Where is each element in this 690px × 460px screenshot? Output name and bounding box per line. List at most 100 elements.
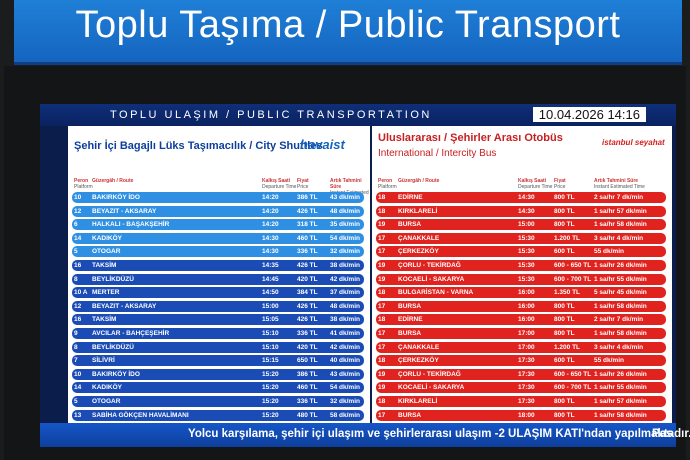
column-header: Güzergâh / Route bbox=[398, 178, 439, 184]
board-header: TOPLU ULAŞIM / PUBLIC TRANSPORTATION 10.… bbox=[40, 104, 676, 126]
departure-time: 16:00 bbox=[518, 289, 535, 297]
price: 800 TL bbox=[554, 302, 575, 310]
price: 318 TL bbox=[297, 221, 318, 229]
sign-title: Toplu Taşıma / Public Transport bbox=[75, 4, 621, 46]
price: 600 - 700 TL bbox=[554, 384, 592, 392]
column-header-tr: Güzergâh / Route bbox=[398, 178, 440, 184]
panel-title: Uluslararası / Şehirler Arası Otobüs bbox=[378, 132, 563, 144]
platform: 5 bbox=[74, 248, 78, 256]
platform: 14 bbox=[74, 384, 82, 392]
estimated-time: 1 sa/hr 55 dk/min bbox=[594, 275, 647, 283]
route: OTOGAR bbox=[92, 248, 121, 256]
route: TAKSİM bbox=[92, 316, 117, 324]
departure-row: 18 KIRKLARELİ 14:30 800 TL 1 sa/hr 57 dk/min bbox=[376, 205, 666, 217]
estimated-time: 43 dk/min bbox=[330, 370, 360, 378]
departure-time: 15:05 bbox=[262, 316, 279, 324]
estimated-time: 43 dk/min bbox=[330, 194, 360, 201]
price: 800 TL bbox=[554, 316, 575, 324]
route: ÇORLU - TEKİRDAĞ bbox=[398, 370, 461, 378]
departure-row: 5 OTOGAR 15:20 336 TL 32 dk/min bbox=[72, 396, 364, 407]
estimated-time: 2 sa/hr 7 dk/min bbox=[594, 316, 644, 324]
route: BAKIRKÖY İDO bbox=[92, 370, 140, 378]
platform: 18 bbox=[378, 207, 386, 215]
city-shuttles-panel: Şehir İçi Bagajlı Lüks Taşımacılık / Cit… bbox=[68, 126, 370, 423]
departure-row: 12 BEYAZIT - AKSARAY 14:20 426 TL 48 dk/min bbox=[72, 205, 364, 217]
route: ÇANAKKALE bbox=[398, 343, 440, 351]
platform: 13 bbox=[74, 411, 82, 419]
platform: 17 bbox=[378, 343, 386, 351]
platform: 19 bbox=[378, 384, 386, 392]
column-header-tr: Peron bbox=[74, 178, 89, 184]
estimated-time: 40 dk/min bbox=[330, 357, 360, 365]
logo: havaist bbox=[300, 137, 345, 152]
route: MERTER bbox=[92, 289, 120, 297]
estimated-time: 38 dk/min bbox=[330, 316, 360, 324]
platform: 17 bbox=[378, 234, 386, 242]
estimated-time: 2 sa/hr 7 dk/min bbox=[594, 194, 644, 201]
estimated-time: 1 sa/hr 26 dk/min bbox=[594, 370, 647, 378]
departure-row: 18 ÇERKEZKÖY 17:30 600 TL 55 dk/min bbox=[376, 355, 666, 367]
column-header-tr: Güzergâh / Route bbox=[92, 178, 134, 184]
estimated-time: 1 sa/hr 57 dk/min bbox=[594, 398, 647, 405]
route: KOCAELİ - SAKARYA bbox=[398, 384, 465, 392]
departure-row: 10 A MERTER 14:50 384 TL 37 dk/min bbox=[72, 287, 364, 299]
estimated-time: 1 sa/hr 58 dk/min bbox=[594, 411, 647, 419]
ticker: Yolcu karşılama, şehir içi ulaşım ve şeh… bbox=[40, 423, 690, 447]
platform: 17 bbox=[378, 248, 386, 256]
departure-time: 14:30 bbox=[262, 234, 279, 242]
departure-time: 15:15 bbox=[262, 357, 279, 365]
price: 426 TL bbox=[297, 262, 318, 269]
route: BURSA bbox=[398, 330, 422, 337]
price: 386 TL bbox=[297, 370, 318, 378]
platform: 7 bbox=[74, 357, 78, 365]
ticker-text: Yolcu karşılama, şehir içi ulaşım ve şeh… bbox=[188, 428, 690, 440]
departure-row: 17 ÇANAKKALE 15:30 1.200 TL 3 sa/hr 4 dk/min bbox=[376, 232, 666, 244]
platform: 16 bbox=[74, 316, 82, 324]
departure-row: 9 AVCILAR - BAHÇEŞEHİR 15:10 336 TL 41 dk/mi… bbox=[72, 328, 364, 339]
departure-time: 15:30 bbox=[518, 275, 535, 283]
route: BEYAZIT - AKSARAY bbox=[92, 302, 157, 310]
route: SABİHA GÖKÇEN HAVALİMANI bbox=[92, 411, 189, 419]
departure-row: 6 HALKALI - BAŞAKŞEHİR 14:20 318 TL 35 dk/mi… bbox=[72, 219, 364, 231]
departure-time: 15:20 bbox=[262, 398, 279, 405]
column-header-en: Departure Time bbox=[518, 184, 553, 190]
price: 426 TL bbox=[297, 207, 318, 215]
panel-subtitle: International / Intercity Bus bbox=[378, 148, 497, 159]
estimated-time: 55 dk/min bbox=[594, 248, 624, 256]
estimated-time: 54 dk/min bbox=[330, 384, 360, 392]
platform: 18 bbox=[378, 289, 386, 297]
departure-row: 17 BURSA 16:00 800 TL 1 sa/hr 58 dk/min bbox=[376, 300, 666, 312]
route: OTOGAR bbox=[92, 398, 121, 405]
departure-row: 10 BAKIRKÖY İDO 15:20 386 TL 43 dk/min bbox=[72, 368, 364, 380]
platform: 19 bbox=[378, 221, 386, 229]
route: KOCAELİ - SAKARYA bbox=[398, 275, 465, 283]
estimated-time: 42 dk/min bbox=[330, 275, 360, 283]
estimated-time: 1 sa/hr 55 dk/min bbox=[594, 384, 647, 392]
estimated-time: 38 dk/min bbox=[330, 262, 360, 269]
departure-row: 19 KOCAELİ - SAKARYA 17:30 600 - 700 TL 1 sa… bbox=[376, 382, 666, 394]
platform: 10 bbox=[74, 370, 82, 378]
route: HALKALI - BAŞAKŞEHİR bbox=[92, 221, 170, 229]
price: 426 TL bbox=[297, 316, 318, 324]
departure-time: 17:30 bbox=[518, 398, 535, 405]
departure-time: 14:45 bbox=[262, 275, 279, 283]
departure-row: 18 EDİRNE 14:30 800 TL 2 sa/hr 7 dk/min bbox=[376, 192, 666, 203]
route: KIRKLARELİ bbox=[398, 398, 438, 405]
price: 800 TL bbox=[554, 221, 575, 229]
column-header-tr: Fiyat bbox=[554, 178, 566, 184]
route: BEYAZIT - AKSARAY bbox=[92, 207, 157, 215]
price: 600 TL bbox=[554, 357, 575, 365]
overhead-sign: Toplu Taşıma / Public Transport bbox=[14, 0, 682, 65]
estimated-time: 42 dk/min bbox=[330, 343, 360, 351]
estimated-time: 54 dk/min bbox=[330, 234, 360, 242]
column-header: Fiyat Price bbox=[554, 178, 566, 190]
ticker-text: Pas bbox=[652, 428, 673, 440]
departure-time: 15:20 bbox=[262, 411, 279, 419]
estimated-time: 58 dk/min bbox=[330, 411, 360, 419]
estimated-time: 5 sa/hr 45 dk/min bbox=[594, 289, 647, 297]
estimated-time: 1 sa/hr 58 dk/min bbox=[594, 302, 647, 310]
route: EDİRNE bbox=[398, 194, 423, 201]
route: BURSA bbox=[398, 302, 422, 310]
departure-time: 15:10 bbox=[262, 330, 279, 337]
estimated-time: 1 sa/hr 57 dk/min bbox=[594, 207, 647, 215]
